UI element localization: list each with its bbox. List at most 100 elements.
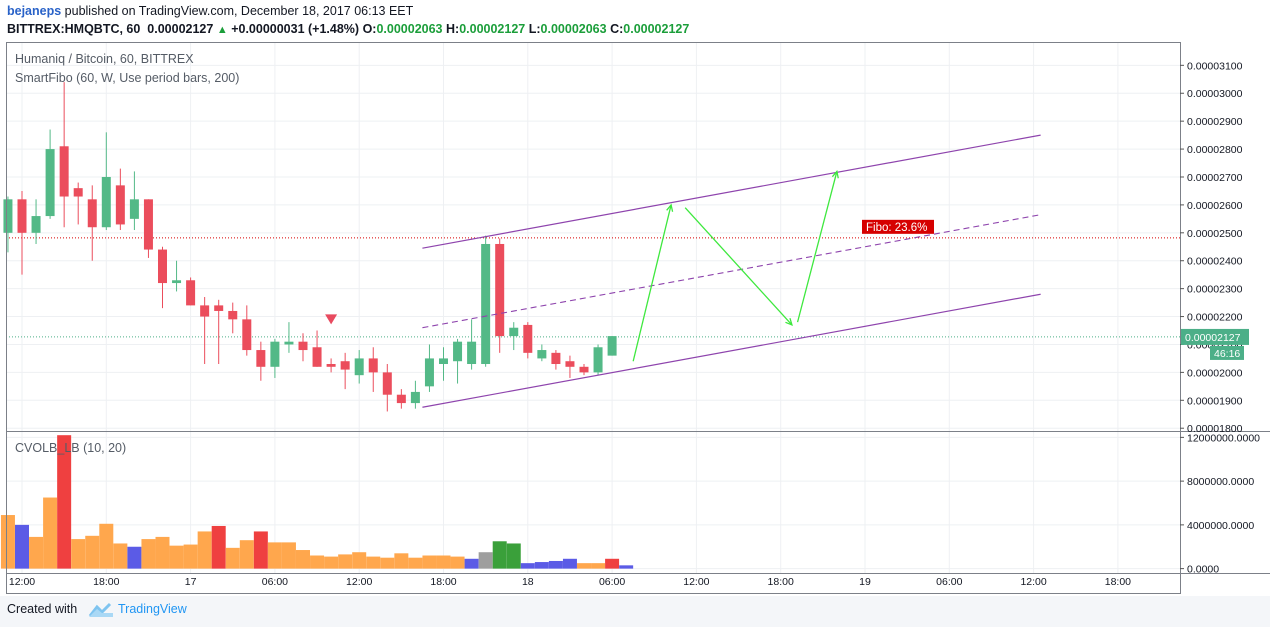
time-tick-label: 19 — [859, 576, 871, 588]
projection-arrow-up-2 — [796, 171, 838, 323]
candle-body — [453, 341, 463, 362]
candle-body — [509, 327, 519, 337]
candle-body — [382, 372, 392, 395]
candle-body — [481, 243, 491, 365]
candle-body — [73, 188, 83, 197]
price-tick-label: 0.00001900 — [1187, 395, 1243, 407]
time-tick-label: 18:00 — [430, 576, 456, 588]
volume-bar — [71, 539, 86, 569]
candle-body — [298, 341, 308, 351]
candle-body — [565, 361, 575, 367]
candle-body — [326, 364, 336, 367]
candle-body — [593, 347, 603, 373]
tradingview-logo-icon[interactable] — [88, 601, 114, 619]
ohlc-line: BITTREX:HMQBTC, 60 0.00002127 ▲ +0.00000… — [7, 22, 689, 36]
candle-body — [607, 336, 617, 356]
volume-bar — [310, 555, 325, 569]
time-tick-label: 12:00 — [9, 576, 35, 588]
volume-bar — [380, 557, 395, 569]
signal-down-triangle-icon — [325, 314, 338, 325]
volume-bar — [253, 531, 268, 569]
chart-area[interactable]: Fibo: 23.6% 0.00003100 0.00003000 0.000029… — [0, 0, 1270, 596]
volume-bar — [155, 536, 170, 569]
projection-arrow-down — [684, 207, 793, 326]
volume-bar — [127, 546, 142, 569]
price-legend-title: Humaniq / Bitcoin, 60, BITTREX — [15, 52, 194, 66]
countdown-tag — [1210, 345, 1244, 360]
volume-bar — [281, 542, 296, 569]
volume-bar — [478, 552, 493, 569]
time-tick-label: 17 — [185, 576, 197, 588]
volume-bar — [99, 523, 114, 569]
change-value: +0.00000031 (+1.48%) — [231, 22, 360, 36]
volume-legend: CVOLB_LB (10, 20) — [15, 441, 126, 455]
volume-bar — [15, 524, 29, 569]
candle-body — [3, 199, 13, 233]
candle-body — [87, 199, 97, 228]
candles — [3, 82, 617, 412]
price-tick-label: 0.00003000 — [1187, 88, 1243, 100]
projection-arrow-up-2-head — [831, 169, 839, 179]
candle-body — [284, 341, 294, 345]
candle-body — [579, 366, 589, 373]
price-tick-label: 0.00002400 — [1187, 256, 1243, 268]
projection-arrow-down-head — [785, 318, 793, 327]
price-tick-label: 0.00002500 — [1187, 228, 1243, 240]
volume-bar — [296, 550, 310, 569]
volume-bar — [225, 547, 240, 569]
volume-bar — [464, 558, 479, 569]
high-value: 0.00002127 — [459, 22, 526, 36]
author-link[interactable]: bejaneps — [7, 4, 62, 18]
volume-bar — [267, 542, 282, 569]
volume-bar — [548, 560, 563, 569]
candle-body — [312, 347, 322, 367]
volume-bar — [324, 556, 339, 569]
chart-header: bejaneps published on TradingView.com, D… — [0, 0, 1270, 40]
candle-body — [115, 185, 125, 225]
volume-bar — [422, 555, 437, 569]
candle-body — [368, 358, 378, 373]
created-with-label: Created with — [7, 602, 78, 616]
open-label: O: — [362, 22, 377, 36]
volume-bar — [520, 563, 535, 569]
candle-body — [410, 391, 420, 404]
projection-arrow-up-1 — [632, 204, 672, 362]
time-tick-label: 12:00 — [1020, 576, 1046, 588]
price-tick-label: 0.00002000 — [1187, 367, 1243, 379]
volume-bar — [338, 554, 353, 569]
fibo-label-text: Fibo: 23.6% — [866, 222, 927, 234]
candle-body — [439, 358, 448, 365]
tradingview-brand-link[interactable]: TradingView — [118, 602, 187, 616]
axes: 0.00003100 0.00003000 0.00002900 0.00002800… — [9, 60, 1260, 588]
time-tick-label: 06:00 — [599, 576, 625, 588]
volume-bar — [197, 531, 212, 569]
time-tick-label: 18:00 — [93, 576, 119, 588]
channel-upper-line — [422, 134, 1041, 249]
volume-bar — [394, 553, 409, 569]
volume-bar — [29, 536, 44, 569]
last-price-tag-text: 0.00002127 — [1185, 332, 1241, 344]
candle-body — [200, 305, 210, 317]
chart-frame — [6, 42, 1270, 594]
drawings: Fibo: 23.6% — [325, 134, 1041, 408]
candle-body — [59, 146, 69, 197]
price-tick-label: 0.00002200 — [1187, 312, 1243, 324]
volume-bar — [506, 543, 521, 569]
volume-bar — [450, 556, 465, 569]
last-value: 0.00002127 — [147, 22, 214, 36]
close-label: C: — [610, 22, 624, 36]
volume-bar — [562, 558, 577, 569]
candle-body — [17, 199, 27, 233]
chart-border — [6, 42, 1181, 594]
time-tick-label: 18:00 — [768, 576, 794, 588]
candle-body — [424, 358, 434, 387]
fibo-label-box — [862, 219, 934, 234]
volume-bar — [141, 539, 156, 569]
channel-lower-line — [422, 293, 1041, 408]
volume-bar — [43, 497, 58, 569]
volume-bar — [492, 541, 507, 569]
price-tick-label: 0.00002800 — [1187, 144, 1243, 156]
volume-bar — [605, 558, 620, 569]
time-tick-label: 06:00 — [262, 576, 288, 588]
price-tick-label: 0.00002600 — [1187, 200, 1243, 212]
